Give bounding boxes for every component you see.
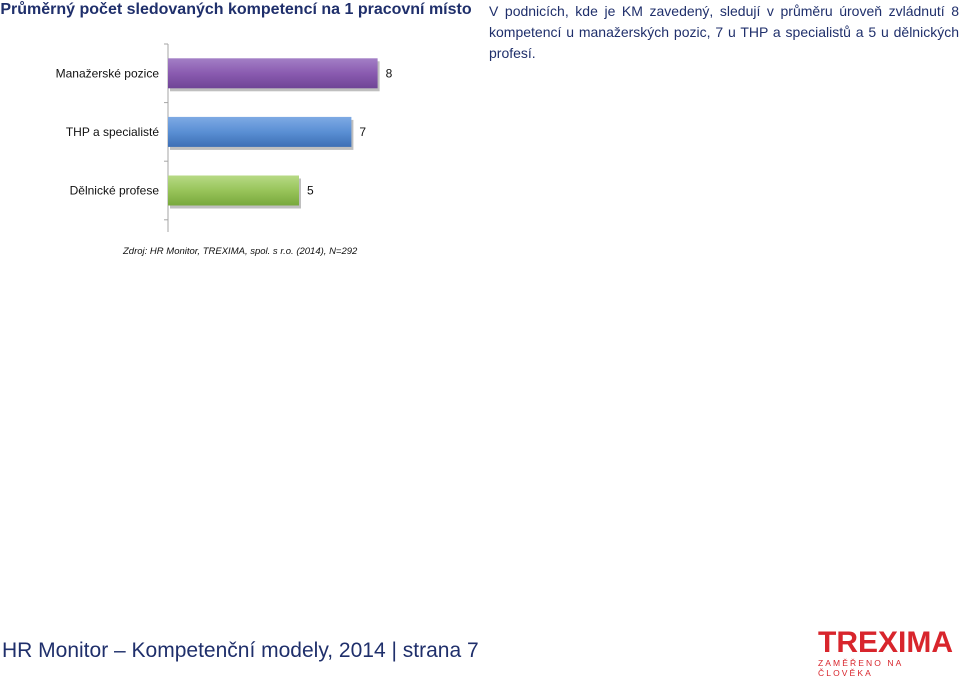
category-label: Manažerské pozice [56,66,160,80]
bar [168,116,352,147]
bar [168,58,378,89]
bar [168,175,299,206]
source-note: Zdroj: HR Monitor, TREXIMA, spol. s r.o.… [123,246,358,257]
bar-chart: Manažerské pozice 8 THP a specialisté 7 Děln… [56,43,393,232]
trexima-logo: TREXIMA ZAMĚŘENO NA ČLOVĚKA [818,626,960,678]
description-text: V podnicích, kde je KM zavedený, sledují… [489,3,959,61]
footer-text: HR Monitor – Kompetenční modely, 2014 | … [2,639,479,662]
logo-tagline: ZAMĚŘENO NA ČLOVĚKA [818,658,903,678]
data-label: 7 [359,125,366,139]
category-label: Dělnické profese [70,184,160,198]
data-label: 5 [307,184,314,198]
data-label: 8 [386,66,393,80]
logo-wordmark: TREXIMA [818,626,953,659]
category-label: THP a specialisté [66,125,159,139]
chart-title: Průměrný počet sledovaných kompetencí na… [0,1,472,18]
